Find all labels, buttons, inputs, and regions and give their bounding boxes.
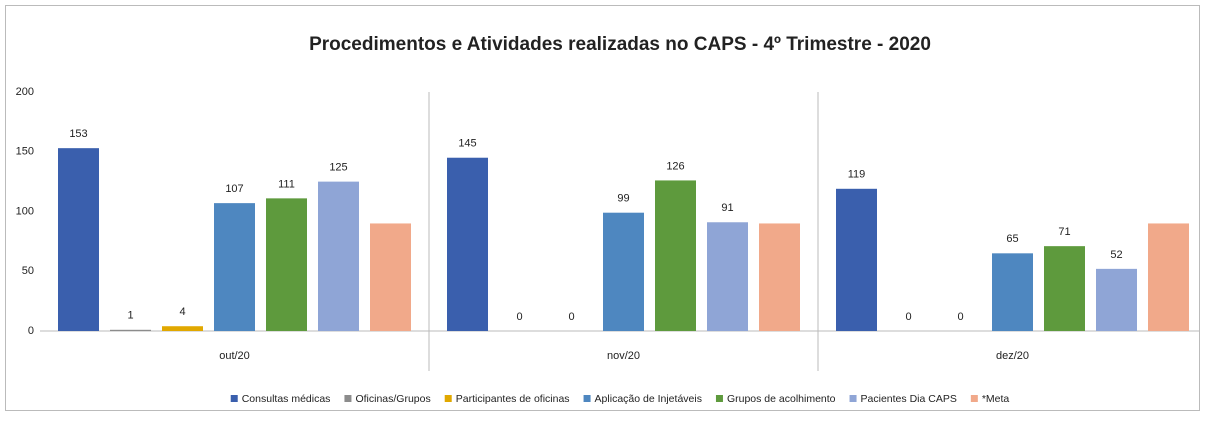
legend-swatch <box>715 395 723 402</box>
data-label: 0 <box>957 311 963 323</box>
bar <box>370 223 411 331</box>
chart-title: Procedimentos e Atividades realizadas no… <box>309 34 931 55</box>
y-tick-label: 150 <box>16 146 34 158</box>
bar <box>447 157 488 331</box>
data-label: 91 <box>721 202 733 214</box>
data-label: 52 <box>1110 249 1122 261</box>
bar <box>759 223 800 331</box>
data-label: 4 <box>179 306 185 318</box>
bar <box>214 203 255 331</box>
bar <box>707 222 748 331</box>
bar <box>1096 268 1137 331</box>
data-label: 71 <box>1058 226 1070 238</box>
legend-swatch <box>583 395 591 402</box>
legend-swatch <box>970 395 978 402</box>
legend-swatch <box>344 395 352 402</box>
bar <box>266 198 307 331</box>
bar <box>603 212 644 331</box>
x-tick-label: dez/20 <box>996 350 1029 362</box>
data-label: 65 <box>1006 233 1018 245</box>
legend-swatch <box>444 395 452 402</box>
legend-swatch <box>230 395 238 402</box>
data-label: 126 <box>666 160 684 172</box>
y-tick-label: 100 <box>16 205 34 217</box>
data-label: 119 <box>848 169 866 181</box>
bar <box>655 180 696 331</box>
x-tick-label: nov/20 <box>607 350 640 362</box>
bar <box>1148 223 1189 331</box>
data-label: 125 <box>329 162 347 174</box>
x-tick-label: out/20 <box>219 350 250 362</box>
data-label: 0 <box>516 311 522 323</box>
y-tick-label: 50 <box>22 265 34 277</box>
legend-label: Pacientes Dia CAPS <box>861 393 957 405</box>
chart-border <box>5 5 1200 411</box>
legend-label: Participantes de oficinas <box>456 393 570 405</box>
data-label: 0 <box>568 311 574 323</box>
legend-label: Grupos de acolhimento <box>727 393 836 405</box>
data-label: 111 <box>278 178 295 190</box>
legend-label: Oficinas/Grupos <box>355 393 430 405</box>
legend-label: Aplicação de Injetáveis <box>595 393 702 405</box>
legend-label: Consultas médicas <box>242 393 331 405</box>
bar <box>318 181 359 331</box>
legend-swatch <box>849 395 857 402</box>
bar <box>836 188 877 331</box>
bar <box>110 329 151 331</box>
y-tick-label: 200 <box>16 86 34 98</box>
legend-label: *Meta <box>982 393 1010 405</box>
data-label: 1 <box>127 310 133 322</box>
bar <box>58 148 99 331</box>
data-label: 107 <box>225 183 243 195</box>
data-label: 99 <box>617 193 629 205</box>
legend: Consultas médicas Oficinas/Grupos Particip… <box>230 393 1010 405</box>
data-label: 153 <box>69 128 87 140</box>
bar <box>992 253 1033 331</box>
bar <box>162 326 203 331</box>
y-tick-label: 0 <box>28 325 34 337</box>
data-label: 145 <box>458 138 476 150</box>
data-label: 0 <box>905 311 911 323</box>
bar <box>1044 246 1085 331</box>
